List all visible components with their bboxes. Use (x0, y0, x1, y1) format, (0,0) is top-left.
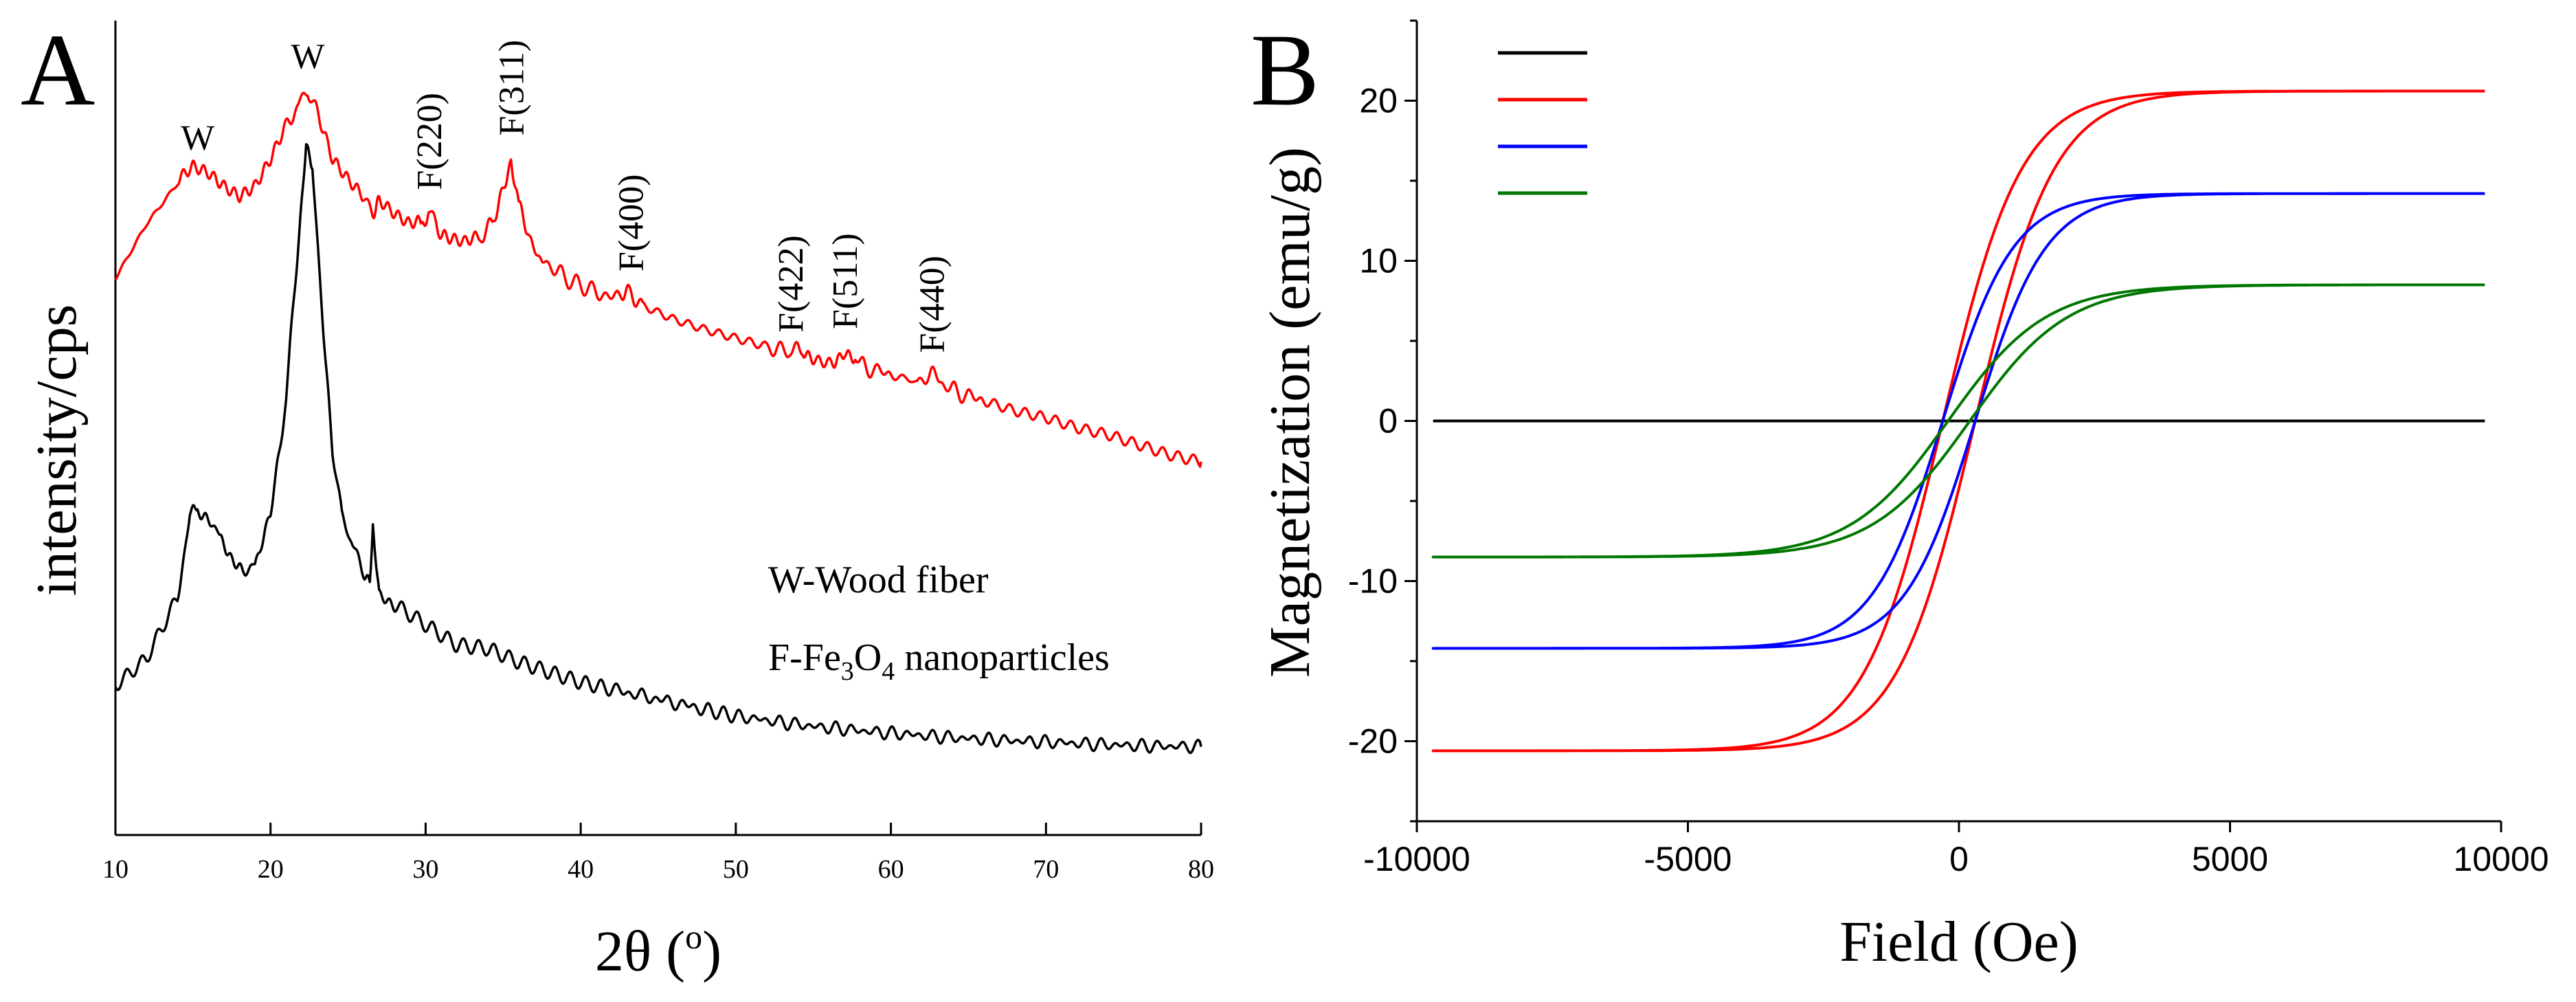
panel-b-hysteresis-chart: B -10000 -5000 0 5000 10000 -20 -10 0 10 20 Field… (1251, 13, 2549, 974)
panel-b-y-axis-title: Magnetization (emu/g) (1258, 147, 1322, 678)
panel-b-x-tick-label: 0 (1949, 840, 1969, 878)
panel-b-series-blue (1431, 192, 2485, 650)
panel-b-x-tick-label: -5000 (1644, 840, 1732, 878)
panel-a-x-tick-label: 70 (1033, 855, 1059, 884)
panel-a-x-tick-label: 50 (723, 855, 749, 884)
panel-a-peak-label: W (291, 37, 324, 76)
panel-a-x-tick-label: 10 (102, 855, 128, 884)
panel-b-y-tick-label: -20 (1348, 722, 1398, 761)
panel-a-x-tick-label: 40 (568, 855, 594, 884)
legend-wood-fiber: W-Wood fiber (768, 559, 989, 601)
panel-a-x-axis-title: 2θ (o) (595, 917, 721, 983)
panel-b-x-axis-title: Field (Oe) (1839, 910, 2079, 974)
panel-b-x-tick-label: 10000 (2453, 840, 2549, 878)
panel-a-peak-label: W (181, 118, 214, 157)
panel-b-x-tick-label: -10000 (1363, 840, 1470, 878)
panel-b-y-tick-label: 10 (1359, 242, 1398, 280)
panel-b-series-green (1431, 283, 2485, 559)
panel-a-x-tick-label: 20 (258, 855, 284, 884)
legend-fe3o4-nanoparticles: F-Fe3O4 nanoparticles (768, 636, 1110, 686)
panel-a-letter: A (21, 13, 95, 127)
panel-b-letter: B (1251, 13, 1319, 127)
panel-a-y-axis-title: intensity/cps (25, 304, 89, 597)
panel-a-series-black (114, 143, 1202, 755)
panel-a-peak-label: F(400) (612, 174, 651, 271)
panel-a-peak-label: F(220) (410, 93, 449, 190)
panel-b-series-red (1431, 89, 2485, 753)
panel-a-x-tick-label: 30 (412, 855, 438, 884)
panel-a-peak-label: F(440) (912, 256, 952, 353)
panel-b-y-tick-label: 0 (1378, 402, 1398, 441)
panel-b-y-tick-label: 20 (1359, 82, 1398, 120)
panel-a-x-tick-label: 60 (878, 855, 904, 884)
panel-b-y-tick-label: -10 (1348, 562, 1398, 601)
panel-a-series-red (114, 91, 1202, 468)
panel-b-x-tick-label: 5000 (2192, 840, 2268, 878)
panel-a-peak-label: F(511) (826, 233, 865, 329)
panel-a-peak-label: F(311) (493, 40, 532, 136)
panel-a-xrd-chart: A 10 20 30 40 50 60 70 80 W W F(220) F(311) F(400) F… (21, 13, 1214, 983)
panel-a-x-tick-label: 80 (1188, 855, 1214, 884)
panel-a-peak-label: F(422) (772, 235, 811, 333)
